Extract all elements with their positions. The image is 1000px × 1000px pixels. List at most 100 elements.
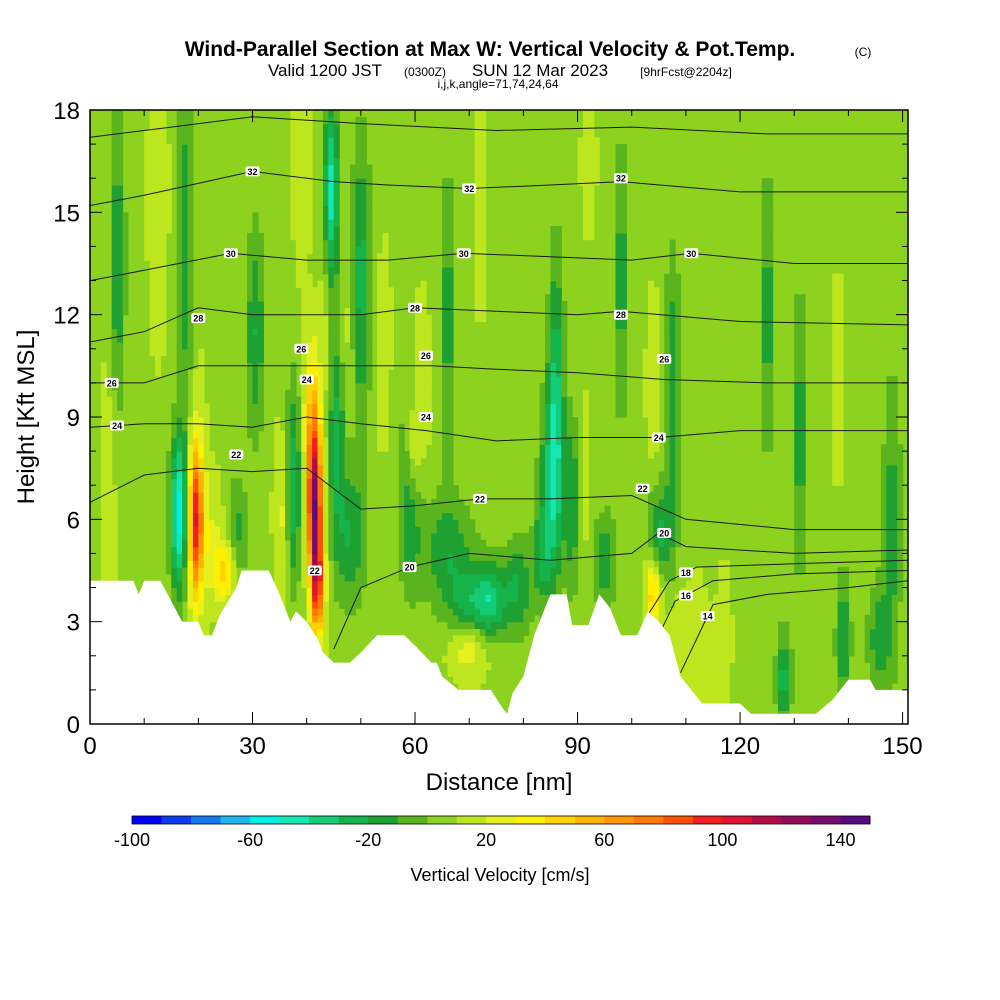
vv-cell <box>285 410 292 418</box>
vv-cell <box>360 437 367 445</box>
vv-cell <box>517 587 524 595</box>
vv-cell <box>317 376 324 384</box>
vv-cell <box>328 512 335 520</box>
vv-cell <box>669 505 676 514</box>
vv-cell <box>539 498 546 507</box>
vv-cell <box>442 478 449 486</box>
vv-cell <box>761 444 768 452</box>
vv-cell <box>675 444 682 452</box>
vv-cell <box>420 580 427 589</box>
vv-cell <box>415 410 422 418</box>
vv-cell <box>707 683 714 691</box>
vv-cell <box>182 553 189 561</box>
vv-cell <box>149 178 156 186</box>
vv-cell <box>723 635 730 643</box>
vv-cell <box>545 294 552 302</box>
vv-cell <box>182 171 189 179</box>
vv-cell <box>642 362 649 370</box>
vv-cell <box>344 485 351 493</box>
vv-cell <box>165 198 172 207</box>
vv-cell <box>653 294 660 302</box>
vv-cell <box>675 526 682 534</box>
vv-cell <box>490 601 497 609</box>
vv-cell <box>799 485 806 493</box>
vv-cell <box>415 294 422 302</box>
vv-cell <box>328 178 335 186</box>
vv-cell <box>523 601 530 609</box>
vv-cell <box>257 301 264 309</box>
contour-label-text: 26 <box>421 351 431 361</box>
vv-cell <box>620 321 627 329</box>
contour-label-text: 32 <box>247 167 257 177</box>
vv-cell <box>366 225 373 234</box>
vv-cell <box>328 198 335 207</box>
vv-cell <box>572 573 579 582</box>
vv-cell <box>257 335 264 343</box>
vv-cell <box>772 662 779 671</box>
vv-cell <box>517 567 524 575</box>
vv-cell <box>496 601 503 609</box>
vv-cell <box>480 314 487 323</box>
vv-cell <box>442 246 449 254</box>
vv-cell <box>837 683 844 691</box>
vv-cell <box>620 144 627 152</box>
vv-cell <box>236 560 243 568</box>
vv-cell <box>669 532 676 541</box>
vv-cell <box>447 485 454 493</box>
vv-cell <box>160 178 167 186</box>
vv-cell <box>306 212 313 220</box>
vv-cell <box>604 553 611 561</box>
vv-cell <box>322 444 329 452</box>
contour-label-bg <box>408 302 422 313</box>
vv-cell <box>539 382 546 391</box>
vv-cell <box>339 553 346 561</box>
vv-cell <box>171 601 178 609</box>
vv-cell <box>360 382 367 391</box>
vv-cell <box>761 417 768 425</box>
vv-cell <box>539 417 546 425</box>
vv-cell <box>610 553 617 561</box>
vv-cell <box>767 389 774 398</box>
vv-cell <box>474 314 481 323</box>
vv-cell <box>832 430 839 439</box>
vv-cell <box>176 164 183 172</box>
vv-cell <box>566 451 573 459</box>
vv-cell <box>187 512 194 520</box>
vv-cell <box>301 417 308 425</box>
vv-cell <box>512 546 519 555</box>
vv-cell <box>431 560 438 568</box>
vv-cell <box>290 580 297 589</box>
vv-cell <box>664 512 671 520</box>
vv-cell <box>593 526 600 534</box>
vv-cell <box>886 423 893 432</box>
vv-cell <box>696 683 703 691</box>
vv-cell <box>198 505 205 514</box>
vv-cell <box>176 362 183 370</box>
contour-label-30: 30 <box>223 248 238 259</box>
vv-cell <box>875 573 882 582</box>
vv-cell <box>767 417 774 425</box>
vv-cell <box>155 273 162 282</box>
vv-cell <box>192 601 199 609</box>
contour-label-bg <box>307 565 322 576</box>
vv-cell <box>837 396 844 404</box>
vv-cell <box>301 239 308 248</box>
vv-cell <box>236 526 243 534</box>
vv-cell <box>404 580 411 589</box>
vv-cell <box>685 669 692 677</box>
vv-cell <box>566 437 573 445</box>
vv-cell <box>880 669 887 677</box>
vv-cell <box>306 314 313 323</box>
vv-cell <box>144 219 151 227</box>
vv-cell <box>252 266 259 275</box>
vv-cell <box>355 519 362 527</box>
vv-cell <box>192 587 199 595</box>
vv-cell <box>203 594 210 602</box>
vv-cell <box>306 348 313 357</box>
vv-cell <box>669 362 676 370</box>
vv-cell <box>615 150 622 159</box>
vv-cell <box>409 519 416 527</box>
vv-cell <box>149 307 156 316</box>
vv-cell <box>355 260 362 268</box>
vv-cell <box>339 587 346 595</box>
